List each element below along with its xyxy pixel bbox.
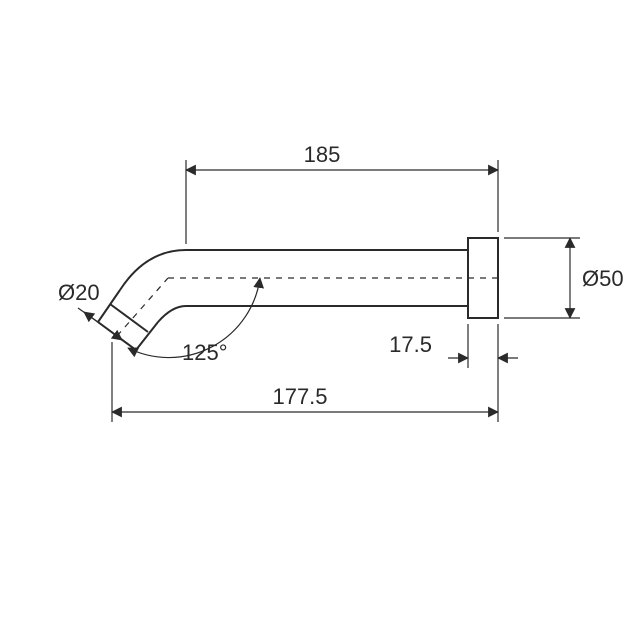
dimension-drawing: 185 Ø50 17.5 177.5 Ø20 125° <box>0 0 640 640</box>
dim-flange-diameter: Ø50 <box>504 238 624 318</box>
dim-elbow-angle: 125° <box>128 278 260 365</box>
dim-outlet-diameter-value: Ø20 <box>58 280 100 305</box>
spout-outline <box>98 238 498 350</box>
dim-bottom-length: 177.5 <box>112 342 498 422</box>
dim-overall-length-value: 185 <box>304 142 341 167</box>
dim-flange-diameter-value: Ø50 <box>582 266 624 291</box>
dim-flange-thickness: 17.5 <box>389 324 518 422</box>
dim-bottom-length-value: 177.5 <box>272 384 327 409</box>
dim-overall-length: 185 <box>186 142 498 244</box>
dim-flange-thickness-value: 17.5 <box>389 332 432 357</box>
dim-elbow-angle-value: 125° <box>182 340 228 365</box>
